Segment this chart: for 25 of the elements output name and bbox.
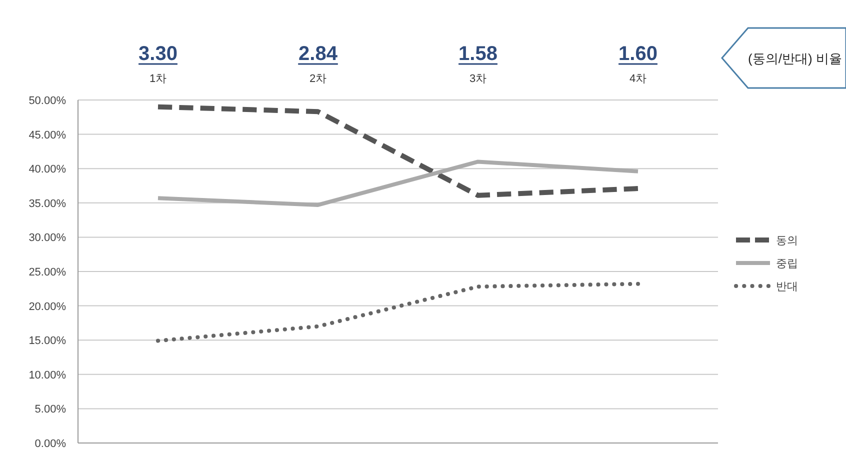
y-tick-label: 20.00%: [28, 300, 66, 313]
y-tick-label: 15.00%: [28, 335, 66, 348]
x-tick-label: 2차: [309, 73, 327, 85]
y-tick-label: 35.00%: [28, 198, 66, 210]
y-tick-label: 5.00%: [34, 404, 66, 416]
line-series: [156, 282, 640, 343]
x-tick-label: 4차: [629, 73, 647, 85]
x-tick-label: 3차: [469, 73, 487, 85]
text: 1.60: [618, 43, 658, 65]
y-tick-label: 45.00%: [28, 129, 66, 142]
text: 2.84: [298, 43, 338, 65]
text: 1.58: [458, 43, 498, 65]
x-tick-label: 1차: [149, 73, 167, 85]
y-tick-label: 40.00%: [28, 164, 66, 176]
text: 3.30: [138, 43, 178, 65]
y-tick-label: 50.00%: [28, 95, 66, 107]
y-tick-label: 10.00%: [28, 369, 66, 382]
legend-label: 반대: [776, 281, 798, 293]
legend-label: 중립: [776, 258, 798, 270]
line-series: [156, 160, 640, 207]
y-tick-label: 0.00%: [34, 438, 66, 450]
y-tick-label: 25.00%: [28, 266, 66, 278]
legend-label: 동의: [776, 235, 798, 247]
y-tick-label: 30.00%: [28, 232, 66, 244]
text: (동의/반대) 비율: [748, 51, 842, 66]
